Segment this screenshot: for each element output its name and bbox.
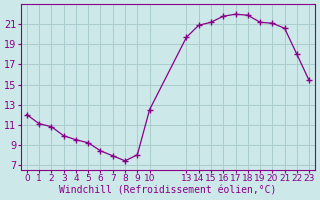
- X-axis label: Windchill (Refroidissement éolien,°C): Windchill (Refroidissement éolien,°C): [59, 186, 277, 196]
